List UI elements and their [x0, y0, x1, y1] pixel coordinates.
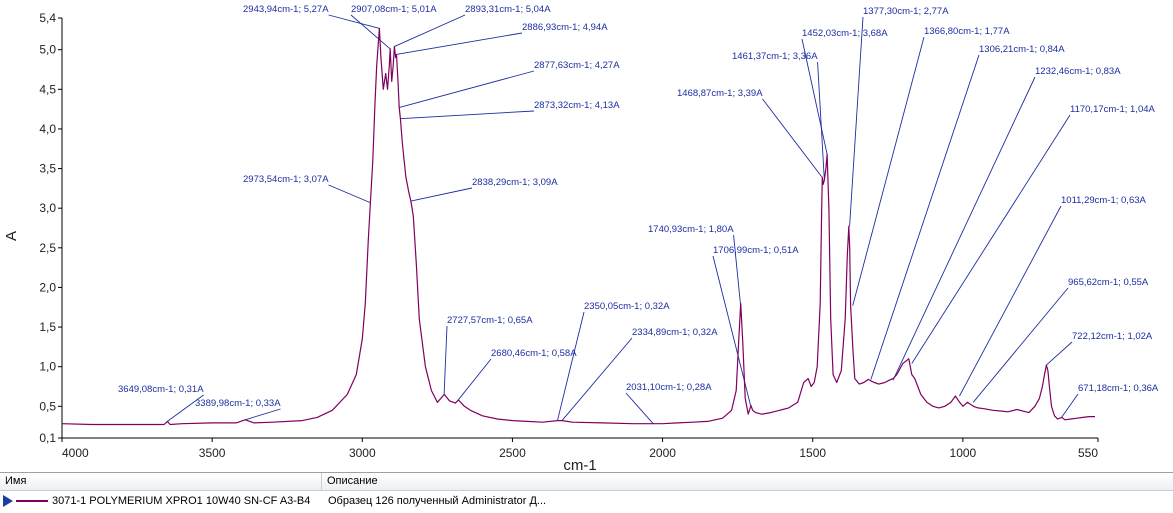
- peak-label: 3389,98cm-1; 0,33A: [195, 398, 281, 409]
- peak-leader-line: [911, 114, 1071, 364]
- peak-label: 2727,57cm-1; 0,65A: [447, 315, 533, 326]
- peak-leader-line: [394, 14, 466, 47]
- peak-label: 1170,17cm-1; 1,04A: [1070, 104, 1156, 115]
- spectrum-chart: 4000 3500 3000 2500 2000 1500 1000 550 0,1 0,5 1,0…: [0, 0, 1173, 472]
- x-tick-label: 3000: [349, 446, 376, 460]
- peak-leader-line: [167, 394, 204, 422]
- peak-label: 2873,32cm-1; 4,13A: [534, 100, 620, 111]
- peak-leader-line: [457, 358, 492, 401]
- spectrum-series-line: [61, 27, 1095, 426]
- peak-leader-line: [762, 98, 823, 178]
- peak-label: 2350,05cm-1; 0,32A: [584, 301, 670, 312]
- peak-label: 2893,31cm-1; 5,04A: [465, 4, 551, 15]
- peak-annotation-lines: [167, 14, 1079, 425]
- peak-leader-line: [396, 32, 523, 55]
- x-tick-label: 550: [1078, 446, 1098, 460]
- peak-label: 1011,29cm-1; 0,63A: [1061, 195, 1147, 206]
- y-axis-title: A: [3, 231, 20, 241]
- peak-label: 671,18cm-1; 0,36A: [1078, 383, 1159, 394]
- x-tick-label: 1000: [950, 446, 977, 460]
- peak-leader-line: [328, 184, 371, 204]
- y-tick-label: 5,0: [39, 43, 56, 57]
- y-tick-label: 2,5: [39, 241, 56, 255]
- peak-leader-line: [959, 205, 1062, 397]
- peak-leader-line: [1061, 393, 1079, 418]
- y-tick-label: 0,5: [39, 399, 56, 413]
- y-tick-label: 1,0: [39, 360, 56, 374]
- legend-col-name[interactable]: Имя: [0, 473, 322, 490]
- x-tick-label: 1500: [799, 446, 826, 460]
- peak-leader-line: [400, 110, 535, 120]
- peak-leader-line: [561, 337, 633, 421]
- peak-annotation-labels: 3649,08cm-1; 0,31A 3389,98cm-1; 0,33A 2973…: [118, 4, 1159, 409]
- peak-label: 1468,87cm-1; 3,39A: [677, 88, 763, 99]
- peak-leader-line: [245, 408, 281, 421]
- peak-label: 2838,29cm-1; 3,09A: [472, 177, 558, 188]
- peak-label: 1306,21cm-1; 0,84A: [979, 44, 1065, 55]
- peak-leader-line: [328, 14, 380, 29]
- peak-leader-line: [443, 325, 448, 395]
- peak-label: 2334,89cm-1; 0,32A: [632, 327, 718, 338]
- y-tick-label: 0,1: [39, 431, 56, 445]
- peak-label: 1452,03cm-1; 3,68A: [802, 28, 888, 39]
- peak-label: 2680,46cm-1; 0,58A: [491, 348, 577, 359]
- peak-leader-line: [350, 14, 391, 50]
- peak-label: 1377,30cm-1; 2,77A: [863, 6, 949, 17]
- y-tick-label: 4,0: [39, 122, 56, 136]
- chart-background: [0, 0, 1173, 472]
- legend-table: Имя Описание 3071-1 POLYMERIUM XPRO1 10W…: [0, 472, 1173, 513]
- peak-leader-line: [398, 70, 535, 108]
- axis-ticks: 4000 3500 3000 2500 2000 1500 1000 550 0,1 0,5 1,0…: [39, 11, 1099, 460]
- peak-label: 722,12cm-1; 1,02A: [1072, 331, 1153, 342]
- x-tick-label: 2000: [649, 446, 676, 460]
- y-tick-label: 3,0: [39, 201, 56, 215]
- peak-leader-line: [410, 187, 473, 202]
- peak-leader-line: [817, 61, 825, 180]
- peak-label: 2907,08cm-1; 5,01A: [351, 4, 437, 15]
- series-color-swatch: [16, 500, 48, 502]
- peak-label: 1706,99cm-1; 0,51A: [713, 245, 799, 256]
- peak-label: 1232,46cm-1; 0,83A: [1035, 66, 1121, 77]
- y-tick-label: 5,4: [39, 11, 56, 25]
- peak-label: 1461,37cm-1; 3,36A: [732, 51, 818, 62]
- peak-leader-line: [1046, 341, 1073, 366]
- y-tick-label: 4,5: [39, 82, 56, 96]
- x-tick-label: 3500: [199, 446, 226, 460]
- peak-label: 2031,10cm-1; 0,28A: [626, 382, 712, 393]
- x-tick-label: 2500: [499, 446, 526, 460]
- x-axis-title: cm-1: [563, 457, 596, 472]
- peak-label: 2973,54cm-1; 3,07A: [243, 174, 329, 185]
- y-tick-label: 1,5: [39, 320, 56, 334]
- y-tick-label: 3,5: [39, 162, 56, 176]
- peak-leader-line: [849, 16, 864, 227]
- legend-row-name: 3071-1 POLYMERIUM XPRO1 10W40 SN-CF A3-B…: [52, 495, 311, 507]
- peak-label: 1366,80cm-1; 1,77A: [924, 26, 1010, 37]
- legend-col-description[interactable]: Описание: [327, 475, 378, 487]
- peak-leader-line: [625, 392, 654, 425]
- peak-leader-line: [557, 311, 585, 421]
- x-tick-label: 4000: [62, 446, 89, 460]
- y-tick-label: 2,0: [39, 280, 56, 294]
- legend-row-description: Образец 126 полученный Administrator Д..…: [328, 495, 547, 507]
- row-selector-arrow-icon: [3, 495, 13, 507]
- peak-leader-line: [972, 287, 1069, 403]
- peak-label: 2943,94cm-1; 5,27A: [243, 4, 329, 15]
- legend-row[interactable]: 3071-1 POLYMERIUM XPRO1 10W40 SN-CF A3-B…: [0, 491, 1173, 511]
- peak-label: 2886,93cm-1; 4,94A: [522, 22, 608, 33]
- peak-leader-line: [870, 54, 980, 380]
- peak-label: 2877,63cm-1; 4,27A: [534, 60, 620, 71]
- peak-leader-line: [852, 36, 925, 306]
- peak-leader-line: [801, 38, 828, 155]
- peak-leader-line: [892, 76, 1036, 381]
- peak-label: 965,62cm-1; 0,55A: [1068, 277, 1149, 288]
- peak-label: 1740,93cm-1; 1,80A: [648, 224, 734, 235]
- legend-header: Имя Описание: [0, 473, 1173, 491]
- peak-leader-line: [733, 234, 741, 304]
- peak-label: 3649,08cm-1; 0,31A: [118, 384, 204, 395]
